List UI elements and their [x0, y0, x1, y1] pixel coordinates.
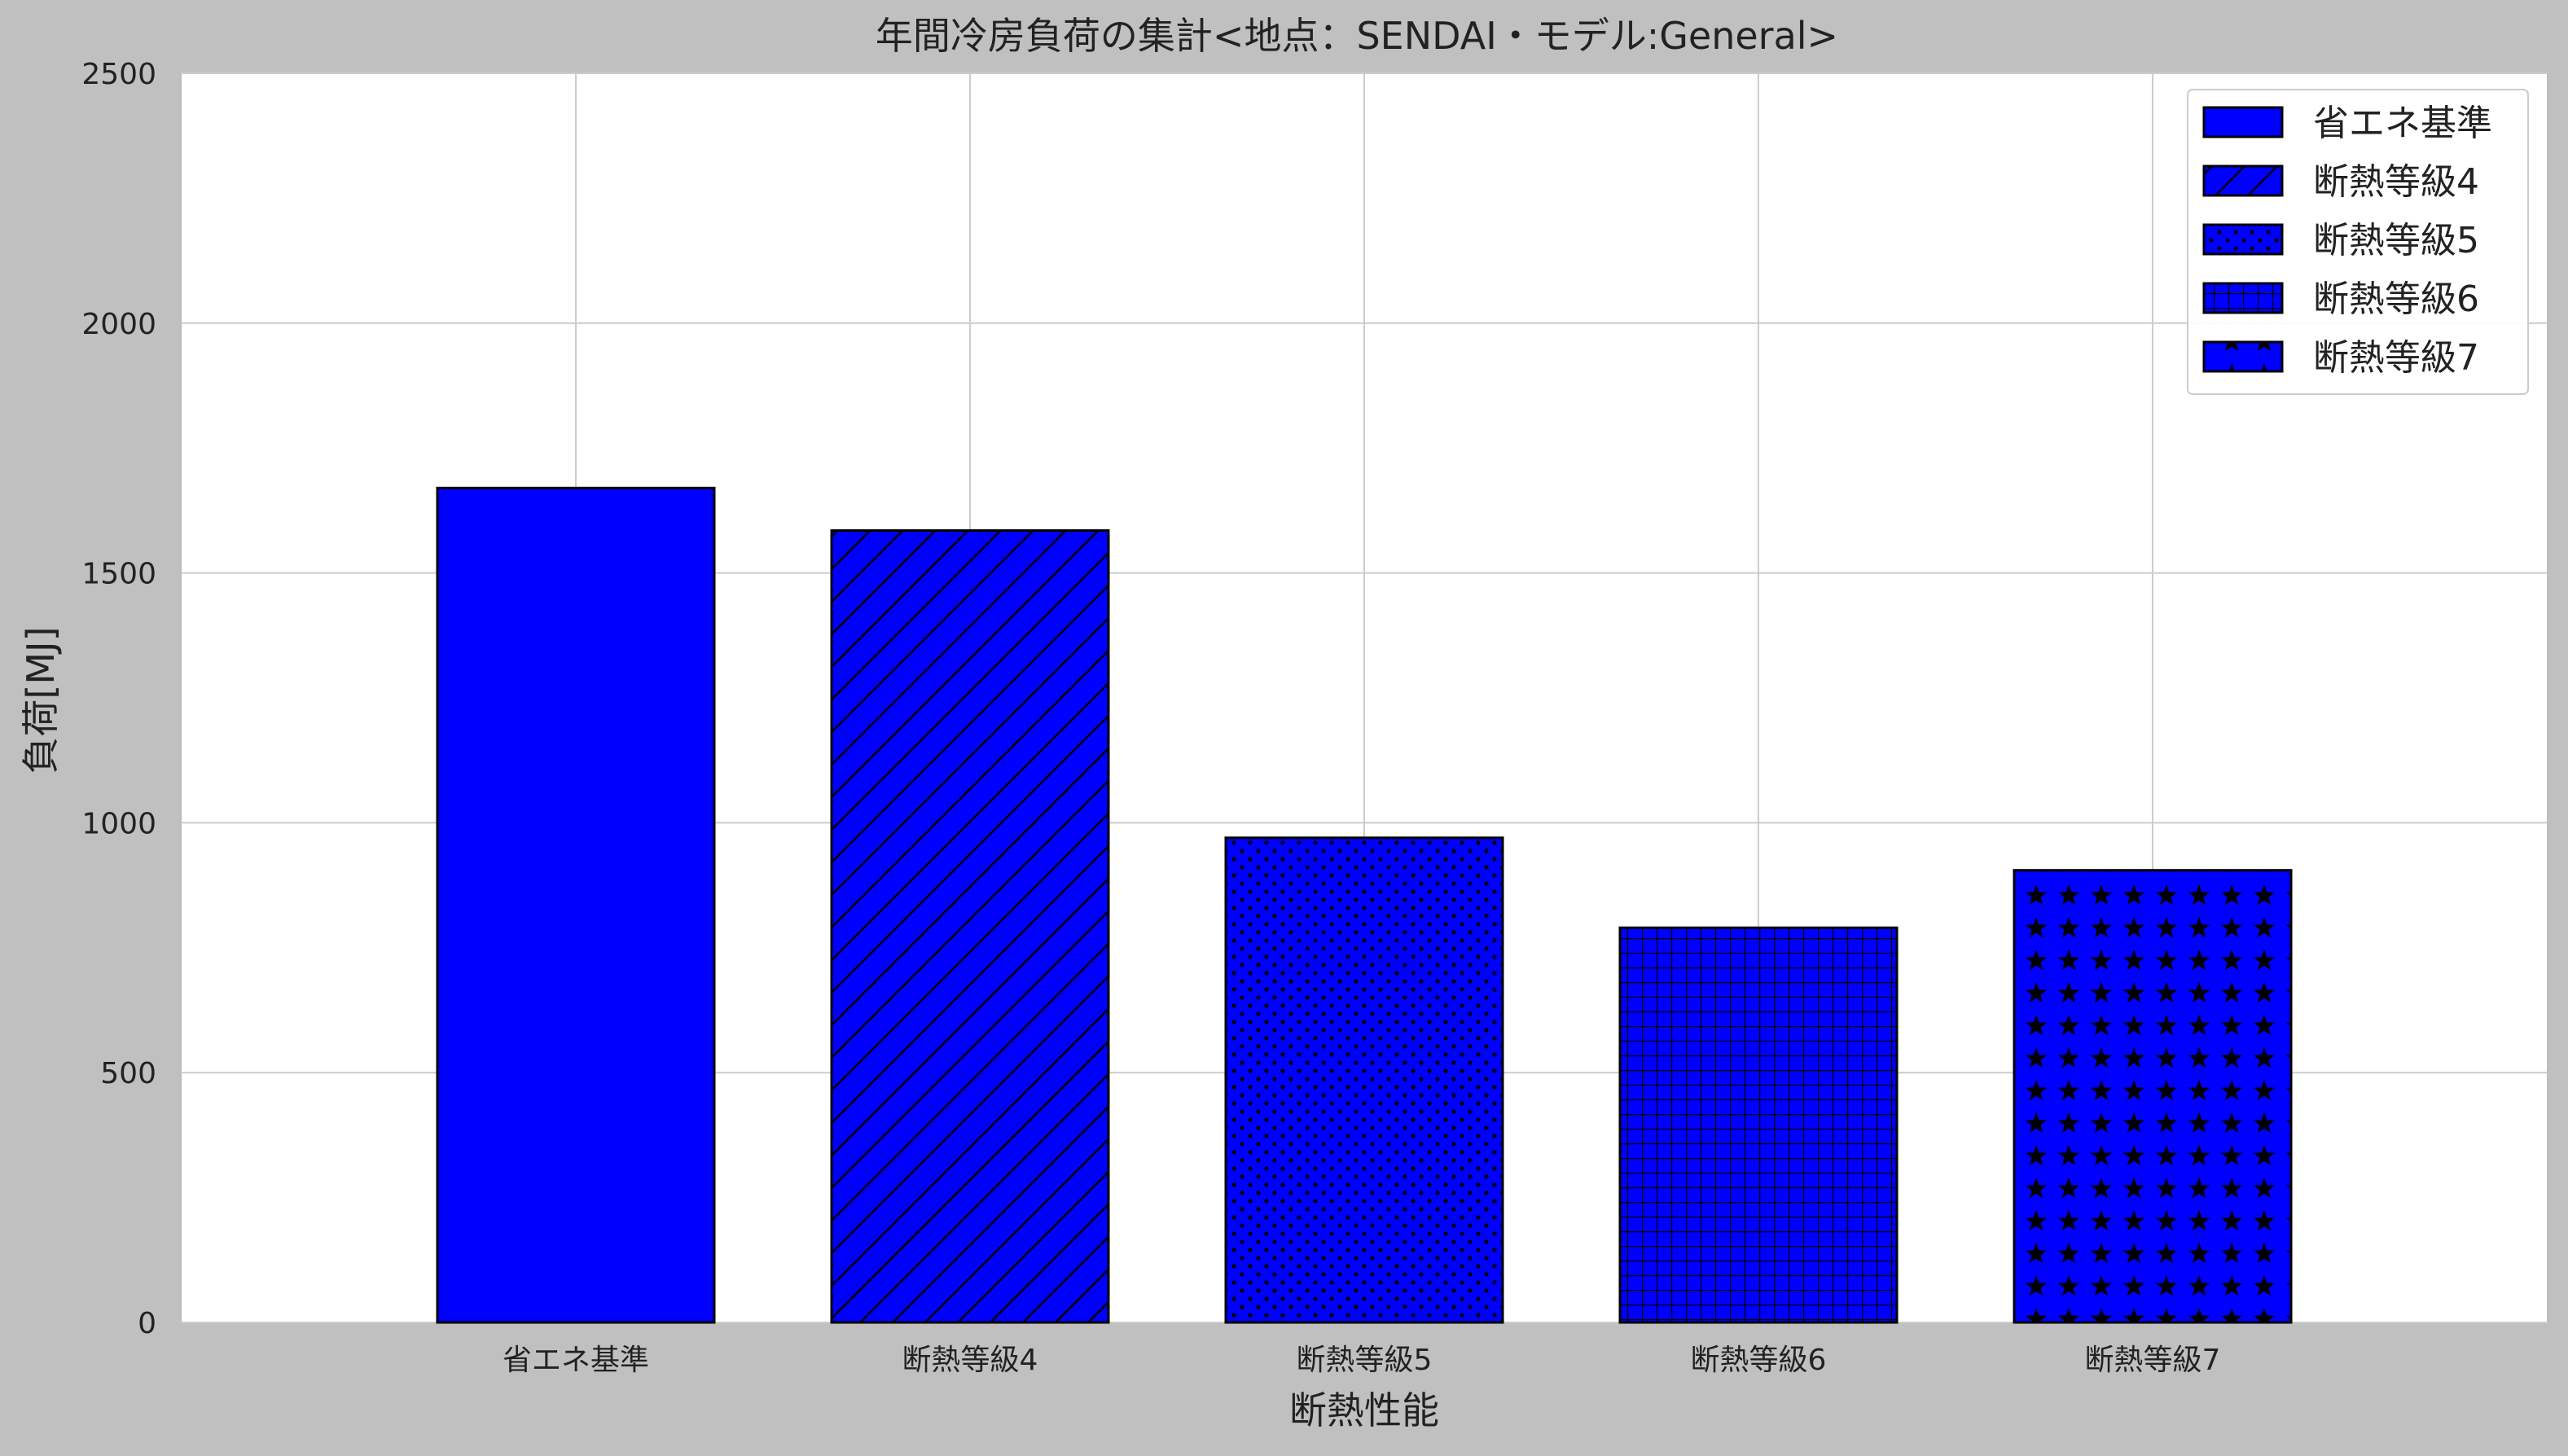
y-tick-label-2: 1000 [81, 807, 156, 840]
y-tick-label-1: 500 [100, 1057, 156, 1090]
y-tick-label-3: 1500 [81, 558, 156, 591]
legend-swatch-0 [2202, 106, 2284, 138]
x-axis-ticks: 省エネ基準 断熱等級4 断熱等級5 断熱等級6 断熱等級7 [503, 1344, 2220, 1377]
legend-label-0: 省エネ基準 [2313, 103, 2492, 144]
bar-1 [830, 528, 1110, 1324]
y-tick-label-5: 2500 [81, 58, 156, 91]
x-axis-label: 断熱性能 [1289, 1388, 1439, 1432]
legend-swatch-1 [2202, 164, 2284, 197]
y-axis-label: 負荷[MJ] [19, 626, 63, 774]
y-tick-label-0: 0 [138, 1307, 156, 1340]
y-axis-ticks: 0 500 1000 1500 2000 2500 [81, 58, 156, 1340]
x-tick-label-0: 省エネ基準 [503, 1344, 649, 1377]
legend-swatch-4 [2202, 340, 2284, 373]
x-tick-label-3: 断熱等級6 [1691, 1344, 1827, 1377]
bar-4 [2013, 869, 2293, 1324]
legend-swatch-2 [2202, 223, 2284, 256]
legend-label-2: 断熱等級5 [2313, 220, 2479, 261]
bar-2 [1224, 836, 1504, 1324]
chart-title: 年間冷房負荷の集計<地点：SENDAI・モデル:General> [876, 14, 1838, 58]
x-tick-label-4: 断熱等級7 [2085, 1344, 2221, 1377]
y-tick-label-4: 2000 [81, 308, 156, 341]
legend-swatch-3 [2202, 282, 2284, 314]
bar-3 [1618, 926, 1899, 1324]
legend-label-3: 断熱等級6 [2313, 278, 2479, 320]
x-tick-label-2: 断熱等級5 [1297, 1344, 1433, 1377]
bars [436, 486, 2293, 1324]
x-tick-label-1: 断熱等級4 [902, 1344, 1038, 1377]
bar-0 [436, 486, 716, 1324]
legend-label-4: 断熱等級7 [2313, 337, 2479, 379]
legend-label-1: 断熱等級4 [2313, 161, 2479, 203]
